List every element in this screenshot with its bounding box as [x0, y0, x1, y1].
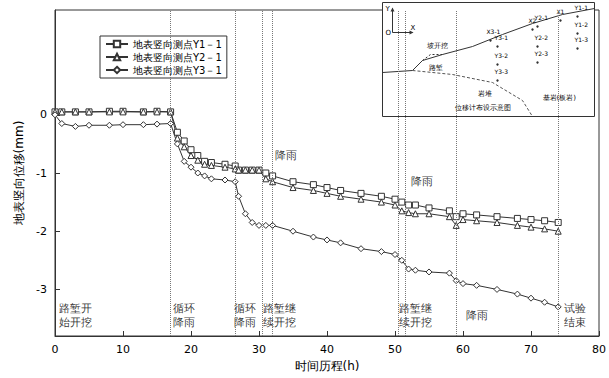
svg-text:Y3-2: Y3-2 — [494, 52, 509, 59]
svg-text:-2: -2 — [36, 225, 47, 238]
svg-text:续开挖: 续开挖 — [399, 316, 432, 329]
svg-text:-1: -1 — [36, 167, 47, 180]
svg-text:Y1-1: Y1-1 — [574, 4, 589, 11]
svg-text:续开挖: 续开挖 — [263, 316, 296, 329]
svg-text:试验: 试验 — [564, 302, 586, 315]
svg-text:循环: 循环 — [234, 302, 256, 315]
svg-text:岩堆: 岩堆 — [478, 90, 492, 98]
svg-text:Y1-2: Y1-2 — [574, 21, 589, 28]
svg-text:路堑继: 路堑继 — [263, 302, 296, 315]
svg-text:降雨: 降雨 — [234, 316, 256, 329]
svg-text:80: 80 — [592, 343, 606, 356]
svg-text:Y1-3: Y1-3 — [574, 36, 589, 43]
svg-text:路堑: 路堑 — [429, 64, 443, 72]
svg-text:Y3-1: Y3-1 — [494, 34, 509, 41]
svg-text:始开挖: 始开挖 — [59, 316, 92, 329]
svg-text:70: 70 — [524, 343, 538, 356]
svg-text:10: 10 — [116, 343, 130, 356]
svg-text:X3-1: X3-1 — [486, 28, 501, 35]
svg-text:X: X — [411, 24, 416, 32]
svg-text:0: 0 — [52, 343, 59, 356]
svg-text:40: 40 — [320, 343, 334, 356]
svg-text:地表竖向测点Y1－1: 地表竖向测点Y1－1 — [132, 39, 222, 50]
svg-text:降雨: 降雨 — [275, 149, 297, 162]
svg-text:基岩(板岩): 基岩(板岩) — [543, 94, 577, 102]
svg-text:坡开挖: 坡开挖 — [426, 42, 448, 50]
svg-text:60: 60 — [456, 343, 470, 356]
svg-text:地表竖向位移(mm): 地表竖向位移(mm) — [12, 121, 26, 227]
svg-text:结束: 结束 — [564, 316, 586, 329]
svg-text:位移计布设示意图: 位移计布设示意图 — [455, 104, 511, 112]
svg-text:-3: -3 — [36, 283, 47, 296]
svg-text:时间历程(h): 时间历程(h) — [295, 359, 360, 373]
svg-text:30: 30 — [252, 343, 266, 356]
svg-text:循环: 循环 — [173, 302, 195, 315]
svg-text:降雨: 降雨 — [173, 316, 195, 329]
svg-text:降雨: 降雨 — [466, 309, 488, 322]
svg-text:Y3-3: Y3-3 — [494, 68, 509, 75]
svg-text:20: 20 — [184, 343, 198, 356]
svg-text:O: O — [386, 29, 392, 37]
svg-text:50: 50 — [388, 343, 402, 356]
svg-text:地表竖向测点Y2－1: 地表竖向测点Y2－1 — [132, 52, 222, 63]
svg-text:0: 0 — [40, 108, 47, 121]
svg-text:Y2-2: Y2-2 — [534, 34, 549, 41]
svg-text:X2: X2 — [528, 17, 537, 24]
svg-text:路堑继: 路堑继 — [399, 302, 432, 315]
svg-text:Y2-1: Y2-1 — [534, 14, 549, 21]
svg-text:X1: X1 — [557, 8, 565, 15]
svg-text:降雨: 降雨 — [411, 175, 433, 188]
svg-text:路堑开: 路堑开 — [59, 302, 92, 315]
svg-text:Y: Y — [385, 5, 391, 13]
svg-text:地表竖向测点Y3－1: 地表竖向测点Y3－1 — [132, 65, 222, 76]
svg-text:Y2-3: Y2-3 — [534, 50, 549, 57]
